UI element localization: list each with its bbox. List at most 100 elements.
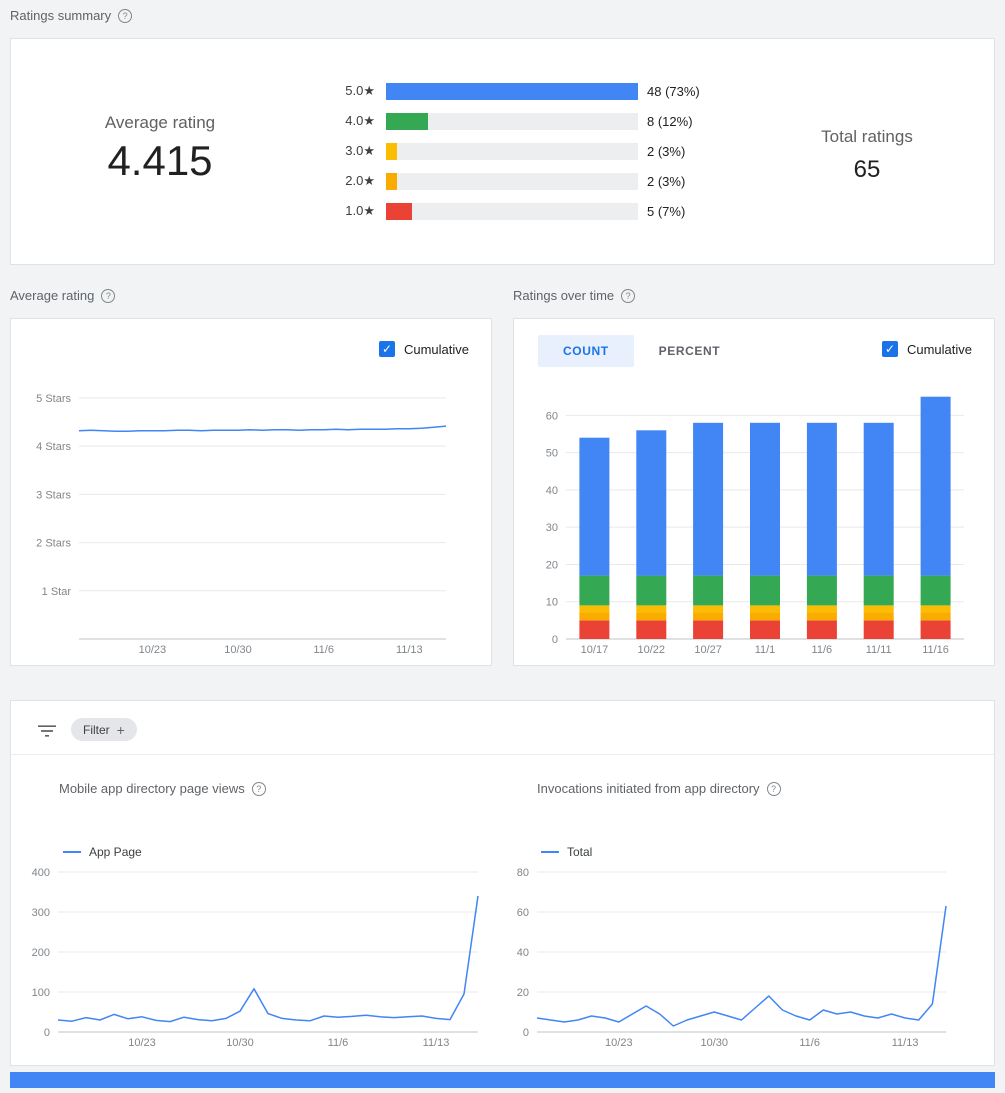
svg-text:3 Stars: 3 Stars <box>36 489 71 501</box>
svg-text:40: 40 <box>517 947 529 959</box>
svg-text:11/6: 11/6 <box>313 644 334 656</box>
total-ratings-value: 65 <box>853 156 881 183</box>
rating-bar-label: 4.0★ <box>345 113 375 128</box>
legend-line-icon <box>541 851 559 853</box>
svg-text:2 Stars: 2 Stars <box>36 538 71 550</box>
average-rating-section-text: Average rating <box>10 288 95 303</box>
rating-bar-fill <box>386 172 397 190</box>
ratings-over-time-card: COUNT PERCENT ✓ Cumulative 0 10 20 30 40 50 60… <box>513 318 995 666</box>
rating-bar-fill <box>386 112 428 130</box>
rating-bar-label: 3.0★ <box>345 143 375 158</box>
svg-text:200: 200 <box>32 947 50 959</box>
rating-bar-fill <box>386 142 397 160</box>
ratings-over-time-section-text: Ratings over time <box>513 288 615 303</box>
page-views-title-text: Mobile app directory page views <box>59 781 245 796</box>
rating-bar-track <box>386 142 638 160</box>
svg-text:20: 20 <box>546 559 558 571</box>
page-views-title: Mobile app directory page views ? <box>59 781 266 796</box>
invocations-title: Invocations initiated from app directory… <box>537 781 781 796</box>
svg-text:11/6: 11/6 <box>799 1037 820 1049</box>
svg-text:11/13: 11/13 <box>423 1037 450 1049</box>
rating-bar-count: 48 (73%) <box>647 83 700 99</box>
cumulative-checkbox-label: Cumulative <box>403 341 469 357</box>
svg-text:10/30: 10/30 <box>226 1037 254 1049</box>
invocations-legend: Total <box>541 845 592 859</box>
rating-bar-count: 5 (7%) <box>647 203 686 219</box>
svg-text:0: 0 <box>44 1027 50 1039</box>
svg-text:0: 0 <box>552 634 558 646</box>
checkbox-checked-icon[interactable]: ✓ <box>881 341 898 357</box>
svg-text:80: 80 <box>517 867 529 879</box>
svg-text:300: 300 <box>32 907 50 919</box>
rating-bar-track <box>386 202 638 220</box>
average-rating-label: Average rating <box>104 113 216 132</box>
average-rating-line-chart: 1 Star 2 Stars 3 Stars 4 Stars 5 Stars 10/23 1… <box>36 393 447 656</box>
svg-text:30: 30 <box>546 522 558 534</box>
ratings-over-time-bar-chart: 0 10 20 30 40 50 60 10/17 10/22 10/27 11/1 11/6 11/1… <box>546 396 964 656</box>
total-ratings-label: Total ratings <box>821 127 913 146</box>
page-views-line-chart: 0 100 200 300 400 10/23 10/30 11/6 11/13 <box>32 867 479 1049</box>
rating-bar-label: 1.0★ <box>345 203 375 218</box>
page-views-legend-label: App Page <box>89 845 142 859</box>
svg-text:50: 50 <box>546 448 558 460</box>
rating-bar-track <box>386 112 638 130</box>
rating-bar-count: 8 (12%) <box>647 113 693 129</box>
rating-bar-row: 3.0★ 2 (3%) <box>333 136 700 166</box>
help-icon[interactable]: ? <box>101 288 116 303</box>
rating-bar-fill <box>386 82 638 100</box>
ratings-over-time-section-label: Ratings over time ? <box>513 288 636 303</box>
svg-text:40: 40 <box>546 485 558 497</box>
filter-list-icon[interactable] <box>38 724 56 742</box>
svg-text:11/13: 11/13 <box>396 644 423 656</box>
svg-text:10/27: 10/27 <box>694 644 722 656</box>
page-views-legend: App Page <box>63 845 142 859</box>
average-rating-block: Average rating 4.415 <box>49 113 271 185</box>
svg-text:10/17: 10/17 <box>581 644 609 656</box>
help-icon[interactable]: ? <box>118 8 133 23</box>
cumulative-checkbox-row-avg[interactable]: ✓ Cumulative <box>378 341 469 357</box>
directory-stats-card: Filter + Mobile app directory page views… <box>10 700 995 1066</box>
svg-text:11/6: 11/6 <box>812 644 833 656</box>
invocations-line-chart: 0 20 40 60 80 10/23 10/30 11/6 11/13 <box>517 867 947 1049</box>
invocations-title-text: Invocations initiated from app directory <box>537 781 760 796</box>
rating-bar-label: 2.0★ <box>345 173 375 188</box>
svg-text:10/23: 10/23 <box>128 1037 156 1049</box>
rating-bar-row: 5.0★ 48 (73%) <box>333 76 700 106</box>
cumulative-checkbox-row-rot[interactable]: ✓ Cumulative <box>881 341 972 357</box>
help-icon[interactable]: ? <box>766 781 781 796</box>
ratings-over-time-tabs: COUNT PERCENT <box>538 335 745 367</box>
bottom-bar <box>10 1072 995 1088</box>
tab-count[interactable]: COUNT <box>538 335 634 367</box>
filter-chip[interactable]: Filter + <box>71 718 137 741</box>
svg-text:60: 60 <box>546 410 558 422</box>
rating-bar-count: 2 (3%) <box>647 143 686 159</box>
rating-bar-track <box>386 172 638 190</box>
average-rating-value: 4.415 <box>107 137 213 184</box>
tab-percent[interactable]: PERCENT <box>658 344 721 358</box>
svg-text:11/6: 11/6 <box>328 1037 349 1049</box>
svg-text:10: 10 <box>546 597 558 609</box>
checkbox-checked-icon[interactable]: ✓ <box>378 341 395 357</box>
filter-bar: Filter + <box>11 701 994 755</box>
rating-bar-row: 2.0★ 2 (3%) <box>333 166 700 196</box>
svg-text:4 Stars: 4 Stars <box>36 441 71 453</box>
svg-text:60: 60 <box>517 907 529 919</box>
legend-line-icon <box>63 851 81 853</box>
svg-text:11/16: 11/16 <box>922 644 949 656</box>
rating-bar-row: 4.0★ 8 (12%) <box>333 106 700 136</box>
help-icon[interactable]: ? <box>621 288 636 303</box>
summary-bars: 5.0★ 48 (73%) 4.0★ 8 (12%) 3.0★ 2 (3%) 2.0★ 2 (… <box>333 76 700 226</box>
svg-text:20: 20 <box>517 987 529 999</box>
total-ratings-block: Total ratings 65 <box>756 127 978 184</box>
svg-text:400: 400 <box>32 867 50 879</box>
help-icon[interactable]: ? <box>251 781 266 796</box>
filter-chip-label: Filter <box>83 722 110 737</box>
average-rating-section-label: Average rating ? <box>10 288 116 303</box>
svg-text:10/30: 10/30 <box>224 644 252 656</box>
svg-text:10/30: 10/30 <box>700 1037 728 1049</box>
svg-text:100: 100 <box>32 987 50 999</box>
invocations-chart-block: Invocations initiated from app directory… <box>504 761 996 1061</box>
plus-icon: + <box>116 721 125 738</box>
cumulative-checkbox-label: Cumulative <box>906 341 972 357</box>
svg-text:1 Star: 1 Star <box>42 586 72 598</box>
